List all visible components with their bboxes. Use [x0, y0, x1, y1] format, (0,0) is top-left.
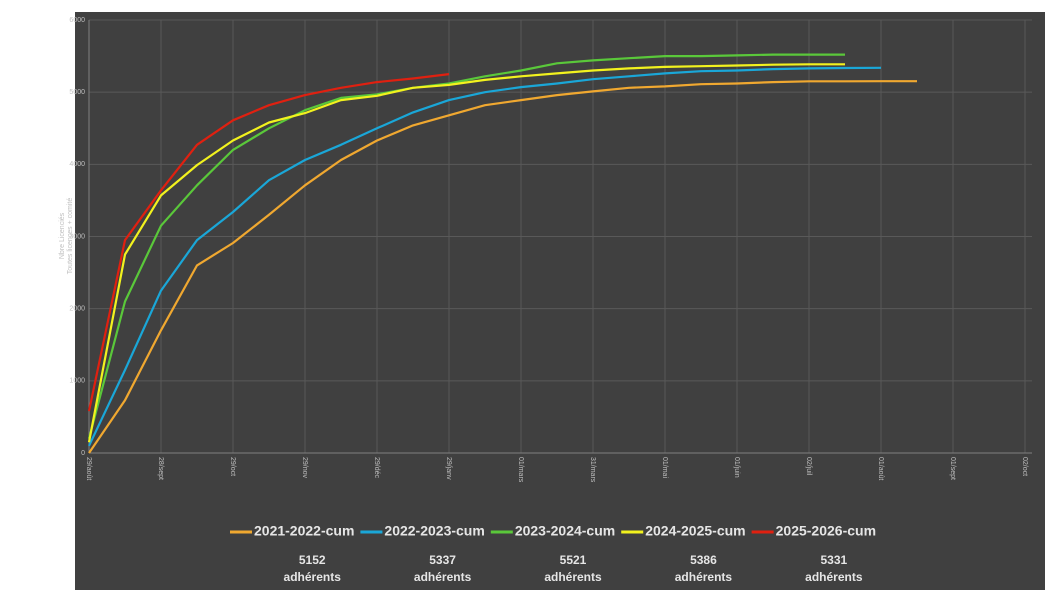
- x-tick-label: 29/oct: [229, 457, 236, 476]
- x-tick-label: 01/mai: [661, 457, 668, 478]
- legend-label: 2024-2025-cum: [645, 523, 745, 539]
- legend-label: 2025-2026-cum: [776, 523, 876, 539]
- legend-label: 2023-2024-cum: [515, 523, 615, 539]
- x-tick-label: 01/juin: [733, 457, 740, 478]
- x-tick-label: 31/mars: [589, 457, 596, 483]
- total-value: 5337: [429, 553, 456, 567]
- series-line: [88, 66, 882, 447]
- total-unit: adhérents: [805, 570, 863, 584]
- total-value: 5386: [690, 553, 717, 567]
- legend-label: 2022-2023-cum: [384, 523, 484, 539]
- x-tick-label: 01/août: [877, 457, 884, 480]
- series-line: [87, 73, 450, 412]
- total-unit: adhérents: [284, 570, 342, 584]
- total-unit: adhérents: [414, 570, 472, 584]
- total-unit: adhérents: [675, 570, 733, 584]
- y-axis-subtitle: Toutes licences + comité: [67, 198, 74, 275]
- y-tick-label: 3000: [69, 233, 85, 240]
- total-value: 5521: [560, 553, 587, 567]
- x-tick-label: 02/oct: [1021, 457, 1028, 476]
- x-tick-label: 29/janv: [445, 457, 452, 480]
- x-tick-label: 01/sept: [949, 457, 956, 480]
- series-line: [88, 80, 917, 454]
- x-tick-label: 28/sept: [157, 457, 164, 480]
- y-tick-label: 2000: [69, 306, 85, 313]
- x-tick-label: 29/déc: [373, 457, 380, 479]
- total-value: 5331: [820, 553, 847, 567]
- y-tick-label: 5000: [69, 89, 85, 96]
- x-tick-label: 01/mars: [517, 457, 524, 483]
- y-axis-title: Nbre Licenciés: [59, 212, 66, 259]
- series-line: [87, 63, 845, 443]
- legend-label: 2021-2022-cum: [254, 523, 354, 539]
- y-tick-label: 0: [81, 450, 85, 457]
- x-tick-label: 29/nov: [301, 457, 308, 479]
- y-tick-label: 6000: [69, 17, 85, 24]
- total-value: 5152: [299, 553, 326, 567]
- y-tick-label: 1000: [69, 378, 85, 385]
- series-line: [87, 53, 845, 439]
- x-tick-label: 02/juil: [805, 457, 812, 476]
- total-unit: adhérents: [544, 570, 602, 584]
- x-tick-label: 29/août: [85, 457, 92, 480]
- y-tick-label: 4000: [69, 161, 85, 168]
- chart-background: [75, 12, 1045, 590]
